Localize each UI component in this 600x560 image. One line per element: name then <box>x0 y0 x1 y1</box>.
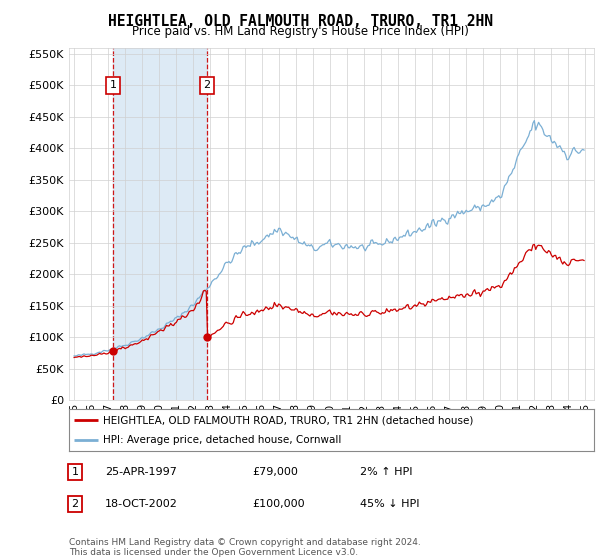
Text: HPI: Average price, detached house, Cornwall: HPI: Average price, detached house, Corn… <box>103 435 341 445</box>
Text: 2% ↑ HPI: 2% ↑ HPI <box>360 467 413 477</box>
Text: Contains HM Land Registry data © Crown copyright and database right 2024.
This d: Contains HM Land Registry data © Crown c… <box>69 538 421 557</box>
Text: 2: 2 <box>71 499 79 509</box>
Text: £79,000: £79,000 <box>252 467 298 477</box>
Text: 2: 2 <box>203 81 211 90</box>
Text: 1: 1 <box>71 467 79 477</box>
Text: 45% ↓ HPI: 45% ↓ HPI <box>360 499 419 509</box>
Text: 25-APR-1997: 25-APR-1997 <box>105 467 177 477</box>
Bar <box>113 48 207 400</box>
Text: 18-OCT-2002: 18-OCT-2002 <box>105 499 178 509</box>
Text: Price paid vs. HM Land Registry's House Price Index (HPI): Price paid vs. HM Land Registry's House … <box>131 25 469 38</box>
Text: HEIGHTLEA, OLD FALMOUTH ROAD, TRURO, TR1 2HN (detached house): HEIGHTLEA, OLD FALMOUTH ROAD, TRURO, TR1… <box>103 415 473 425</box>
Text: £100,000: £100,000 <box>252 499 305 509</box>
Text: 1: 1 <box>110 81 117 90</box>
Text: HEIGHTLEA, OLD FALMOUTH ROAD, TRURO, TR1 2HN: HEIGHTLEA, OLD FALMOUTH ROAD, TRURO, TR1… <box>107 14 493 29</box>
